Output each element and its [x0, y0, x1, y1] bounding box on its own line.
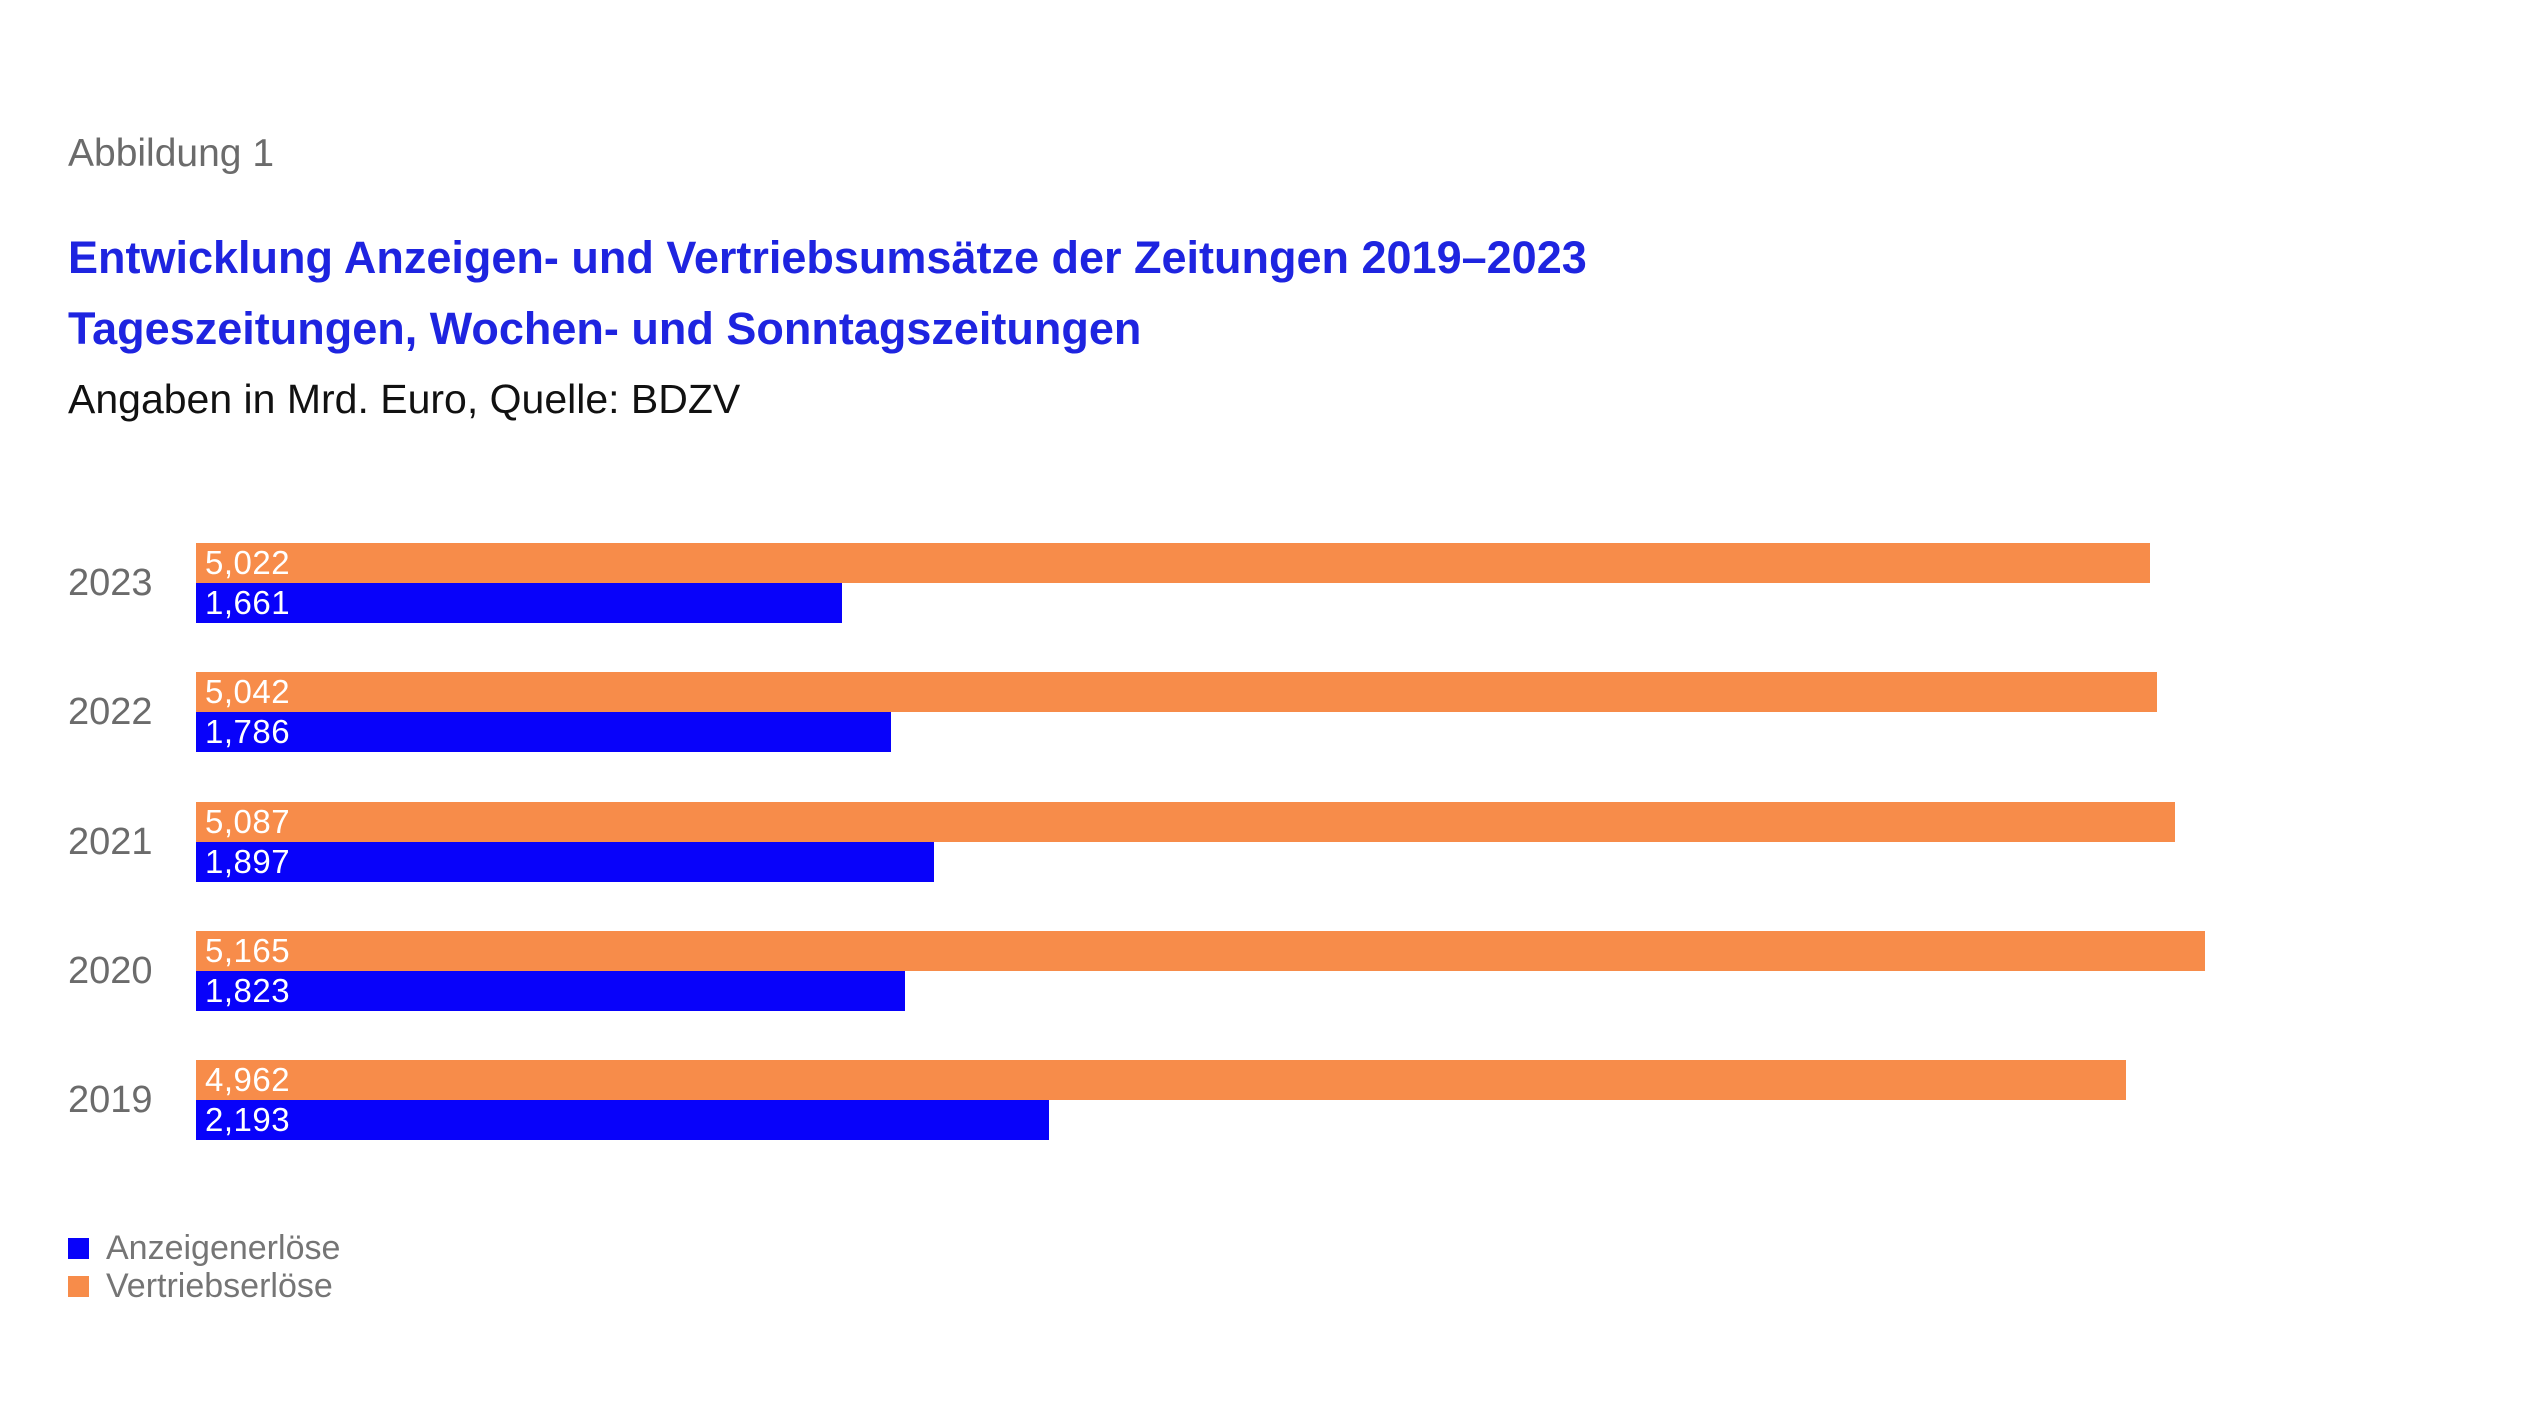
- bar-vertriebserloese-2021: 5,087: [196, 802, 2175, 842]
- bar-value-label: 1,786: [205, 713, 291, 750]
- year-label: 2020: [68, 949, 153, 992]
- legend-swatch-orange-icon: [68, 1275, 89, 1297]
- bar-value-label: 5,022: [205, 544, 291, 581]
- legend-label-anzeigenerloese: Anzeigenerlöse: [106, 1228, 341, 1267]
- year-label: 2021: [68, 820, 153, 863]
- chart-row-2022: 2022 5,042 1,786: [0, 672, 2537, 752]
- chart-legend: Anzeigenerlöse Vertriebserlöse: [68, 1229, 340, 1305]
- chart-subtitle-source: Angaben in Mrd. Euro, Quelle: BDZV: [68, 376, 741, 422]
- bar-vertriebserloese-2020: 5,165: [196, 931, 2205, 971]
- chart-title-line1: Entwicklung Anzeigen- und Vertriebsumsät…: [68, 232, 1587, 283]
- bar-value-label: 1,661: [205, 584, 291, 621]
- bar-anzeigenerloese-2019: 2,193: [196, 1100, 1049, 1140]
- bar-value-label: 5,087: [205, 803, 291, 840]
- bar-value-label: 1,897: [205, 843, 291, 880]
- bar-anzeigenerloese-2022: 1,786: [196, 712, 891, 752]
- bar-value-label: 2,193: [205, 1101, 291, 1138]
- legend-label-vertriebserloese: Vertriebserlöse: [106, 1266, 333, 1305]
- chart-row-2021: 2021 5,087 1,897: [0, 802, 2537, 882]
- legend-swatch-blue-icon: [68, 1237, 89, 1259]
- bar-value-label: 1,823: [205, 972, 291, 1009]
- bar-vertriebserloese-2022: 5,042: [196, 672, 2157, 712]
- year-label: 2022: [68, 690, 153, 733]
- bar-vertriebserloese-2023: 5,022: [196, 543, 2150, 583]
- bar-anzeigenerloese-2021: 1,897: [196, 842, 934, 882]
- bar-anzeigenerloese-2023: 1,661: [196, 583, 842, 623]
- chart-title-line2: Tageszeitungen, Wochen- und Sonntagszeit…: [68, 303, 1142, 354]
- bar-value-label: 5,165: [205, 932, 291, 969]
- legend-item-vertriebserloese: Vertriebserlöse: [68, 1267, 340, 1305]
- bar-value-label: 4,962: [205, 1061, 291, 1098]
- chart-row-2023: 2023 5,022 1,661: [0, 543, 2537, 623]
- year-label: 2019: [68, 1078, 153, 1121]
- bar-value-label: 5,042: [205, 673, 291, 710]
- figure-label: Abbildung 1: [68, 132, 275, 175]
- bar-anzeigenerloese-2020: 1,823: [196, 971, 905, 1011]
- legend-item-anzeigenerloese: Anzeigenerlöse: [68, 1229, 340, 1267]
- chart-header: Abbildung 1 Entwicklung Anzeigen- und Ve…: [68, 130, 2268, 426]
- chart-row-2020: 2020 5,165 1,823: [0, 931, 2537, 1011]
- year-label: 2023: [68, 561, 153, 604]
- chart-row-2019: 2019 4,962 2,193: [0, 1060, 2537, 1140]
- bar-vertriebserloese-2019: 4,962: [196, 1060, 2126, 1100]
